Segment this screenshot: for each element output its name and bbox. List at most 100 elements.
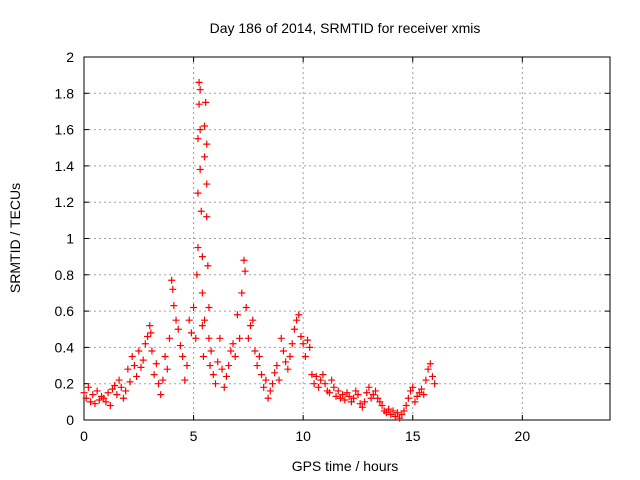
data-point [198,322,206,330]
data-point [87,398,95,406]
data-point [367,394,375,402]
data-point [271,369,279,377]
data-point [174,325,182,333]
data-point [111,382,119,390]
data-point [312,372,320,380]
data-point [199,352,207,360]
data-point [420,391,428,399]
data-point [409,383,417,391]
data-point [196,166,204,174]
data-point [119,394,127,402]
data-point [236,334,244,342]
data-point [428,372,436,380]
y-tick-label: 1.8 [55,85,75,101]
data-point [391,412,399,420]
data-point [161,352,169,360]
data-point [244,334,252,342]
y-tick-label: 0.6 [55,303,75,319]
data-point [321,380,329,388]
data-point [290,325,298,333]
data-point [196,86,204,94]
data-point [341,396,349,404]
data-point [220,383,228,391]
data-point [222,372,230,380]
data-point [82,394,90,402]
y-tick-label: 0.4 [55,339,75,355]
data-point [130,362,138,370]
data-point [152,360,160,368]
data-point [148,347,156,355]
data-point [418,385,426,393]
data-point [201,153,209,161]
data-point [113,391,121,399]
data-point [297,333,305,341]
data-point [214,358,222,366]
data-point [330,383,338,391]
data-point [393,409,401,417]
data-point [407,387,415,395]
data-point [376,398,384,406]
data-point [157,391,165,399]
data-point [179,352,187,360]
y-tick-label: 0.2 [55,376,75,392]
data-point [241,267,249,275]
data-point [198,289,206,297]
data-point [273,362,281,370]
data-point [295,311,303,319]
data-point [84,383,92,391]
data-point [317,376,325,384]
data-point [207,347,215,355]
data-point [396,414,404,422]
data-point [202,98,210,106]
data-point [205,334,213,342]
data-point [352,387,360,395]
data-point [181,376,189,384]
data-point [268,380,276,388]
data-point [106,401,114,409]
data-point [426,360,434,368]
data-point [225,362,233,370]
data-point [212,380,219,388]
y-tick-label: 1.2 [55,194,75,210]
data-point [100,394,108,402]
data-point [304,336,312,344]
data-point [382,409,390,417]
data-point [334,387,342,395]
data-point [240,256,248,264]
data-point [402,401,410,409]
data-point [411,398,419,406]
data-point [205,303,213,311]
data-point [185,316,193,324]
data-point [198,253,206,261]
data-point [197,207,205,215]
data-point [284,365,292,373]
data-point [255,352,263,360]
data-point [155,380,163,388]
data-point [286,352,294,360]
data-point [216,334,224,342]
y-axis-label: SRMTID / TECUs [7,183,23,293]
y-tick-label: 0 [66,412,74,428]
data-point [398,411,406,419]
data-point [315,383,323,391]
data-point [227,347,235,355]
data-point [424,365,432,373]
data-point [193,271,201,279]
data-point [124,365,132,373]
data-point [147,329,155,337]
data-point [150,371,158,379]
data-point [310,380,318,388]
x-tick-label: 0 [80,428,88,444]
data-point [135,347,143,355]
data-point [293,316,301,324]
data-point [389,407,397,415]
data-point [328,376,336,384]
data-point [404,394,412,402]
data-point [264,394,272,402]
plot-frame [83,56,611,421]
data-point [249,316,257,324]
data-point [117,383,125,391]
data-point [266,387,274,395]
y-tick-label: 0.8 [55,267,75,283]
